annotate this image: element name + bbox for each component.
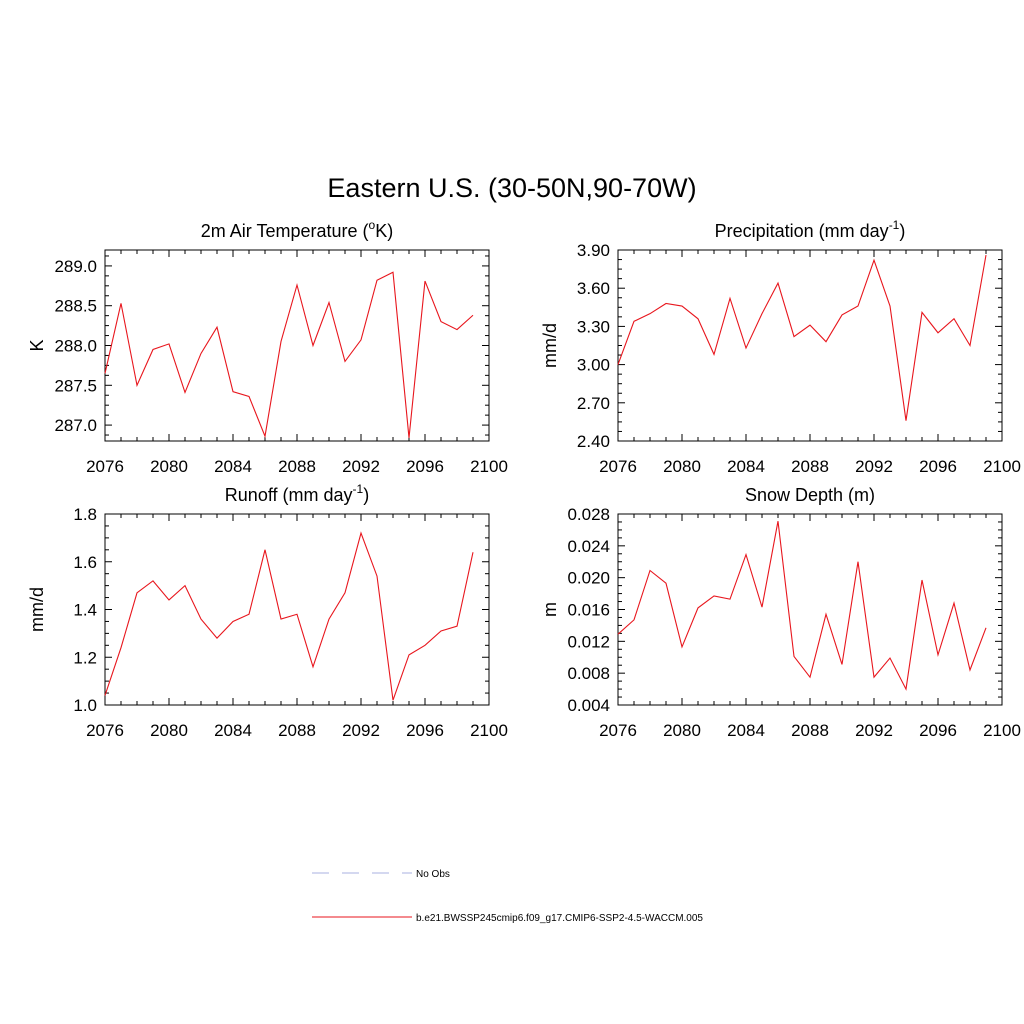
y-tick-label: 3.60 xyxy=(577,279,610,298)
x-tick-label: 2084 xyxy=(727,457,765,476)
y-tick-label: 3.30 xyxy=(577,317,610,336)
x-tick-label: 2100 xyxy=(470,457,508,476)
legend-label: No Obs xyxy=(416,869,450,880)
series-line xyxy=(104,271,474,439)
y-tick-label: 0.008 xyxy=(567,664,610,683)
x-tick-label: 2084 xyxy=(214,457,252,476)
x-tick-label: 2096 xyxy=(406,721,444,740)
panels: 2m Air Temperature (oK) K 2076 2080 2084 2088… xyxy=(27,218,1021,740)
y-tick-label: 289.0 xyxy=(54,257,97,276)
y-tick-label: 2.70 xyxy=(577,394,610,413)
x-tick-label: 2092 xyxy=(342,721,380,740)
panel-title-main: 2m Air Temperature ( xyxy=(201,221,369,241)
y-tick-label: 0.012 xyxy=(567,632,610,651)
y-tick-label: 3.90 xyxy=(577,241,610,260)
y-tick-label: 287.5 xyxy=(54,376,97,395)
plot-frame xyxy=(104,249,490,442)
x-tick-label: 2080 xyxy=(663,457,701,476)
y-axis-label: m xyxy=(540,602,560,617)
panel-title-end: K) xyxy=(375,221,393,241)
plot-frame xyxy=(617,249,1003,442)
y-tick-label: 2.40 xyxy=(577,432,610,451)
panel-title: Snow Depth (m) xyxy=(745,485,875,505)
x-tick-label: 2076 xyxy=(86,457,124,476)
series-line xyxy=(617,254,987,421)
x-tick-label: 2096 xyxy=(919,457,957,476)
y-axis-label: K xyxy=(27,339,47,351)
y-tick-label: 1.0 xyxy=(73,696,97,715)
x-tick-label: 2088 xyxy=(791,457,829,476)
plot-frame xyxy=(104,513,490,706)
y-tick-label: 288.5 xyxy=(54,297,97,316)
x-tick-label: 2076 xyxy=(599,721,637,740)
y-axis-label: mm/d xyxy=(27,587,47,632)
x-tick-label: 2088 xyxy=(278,721,316,740)
y-tick-label: 1.6 xyxy=(73,553,97,572)
panel-3: Runoff (mm day-1) mm/d 2076 2080 2084 2088 209… xyxy=(27,482,508,740)
x-tick-label: 2076 xyxy=(86,721,124,740)
panel-2: Precipitation (mm day-1) mm/d 2076 2080 2084… xyxy=(540,218,1021,476)
x-tick-label: 2088 xyxy=(791,721,829,740)
x-tick-label: 2092 xyxy=(342,457,380,476)
panel-title-end: ) xyxy=(363,485,369,505)
x-tick-label: 2092 xyxy=(855,457,893,476)
y-tick-label: 1.2 xyxy=(73,648,97,667)
x-tick-label: 2100 xyxy=(470,721,508,740)
y-tick-label: 287.0 xyxy=(54,416,97,435)
y-tick-label: 288.0 xyxy=(54,337,97,356)
panel-title: Precipitation (mm day-1) xyxy=(715,218,906,241)
y-tick-label: 0.020 xyxy=(567,569,610,588)
series-line xyxy=(617,521,987,691)
series-line xyxy=(104,531,474,701)
x-tick-label: 2084 xyxy=(727,721,765,740)
x-tick-label: 2076 xyxy=(599,457,637,476)
y-tick-label: 0.016 xyxy=(567,601,610,620)
y-tick-label: 1.4 xyxy=(73,601,97,620)
panel-title-superscript: o xyxy=(369,218,376,232)
panel-title: Runoff (mm day-1) xyxy=(225,482,369,505)
x-tick-label: 2092 xyxy=(855,721,893,740)
x-tick-label: 2088 xyxy=(278,457,316,476)
x-tick-label: 2100 xyxy=(983,721,1021,740)
x-tick-label: 2080 xyxy=(150,457,188,476)
panel-title-main: Precipitation (mm day xyxy=(715,221,889,241)
x-tick-label: 2080 xyxy=(150,721,188,740)
figure-title: Eastern U.S. (30-50N,90-70W) xyxy=(327,173,696,203)
panel-title-superscript: -1 xyxy=(889,218,900,232)
y-tick-label: 0.004 xyxy=(567,696,610,715)
y-tick-label: 3.00 xyxy=(577,356,610,375)
panel-title-main: Snow Depth (m) xyxy=(745,485,875,505)
y-tick-label: 0.024 xyxy=(567,537,610,556)
x-tick-label: 2096 xyxy=(919,721,957,740)
panel-title-main: Runoff (mm day xyxy=(225,485,353,505)
x-tick-label: 2080 xyxy=(663,721,701,740)
x-tick-label: 2096 xyxy=(406,457,444,476)
legend: No Obs b.e21.BWSSP245cmip6.f09_g17.CMIP6-… xyxy=(312,869,703,924)
panel-1: 2m Air Temperature (oK) K 2076 2080 2084 2088… xyxy=(27,218,508,476)
panel-title-end: ) xyxy=(899,221,905,241)
x-tick-label: 2084 xyxy=(214,721,252,740)
panel-title-superscript: -1 xyxy=(353,482,364,496)
panel-4: Snow Depth (m) m 2076 2080 2084 2088 2092 2096 2… xyxy=(540,485,1021,740)
panel-title: 2m Air Temperature (oK) xyxy=(201,218,393,241)
y-axis-label: mm/d xyxy=(540,323,560,368)
y-tick-label: 0.028 xyxy=(567,505,610,524)
y-tick-label: 1.8 xyxy=(73,505,97,524)
x-tick-label: 2100 xyxy=(983,457,1021,476)
legend-label: b.e21.BWSSP245cmip6.f09_g17.CMIP6-SSP2-4… xyxy=(416,913,703,924)
